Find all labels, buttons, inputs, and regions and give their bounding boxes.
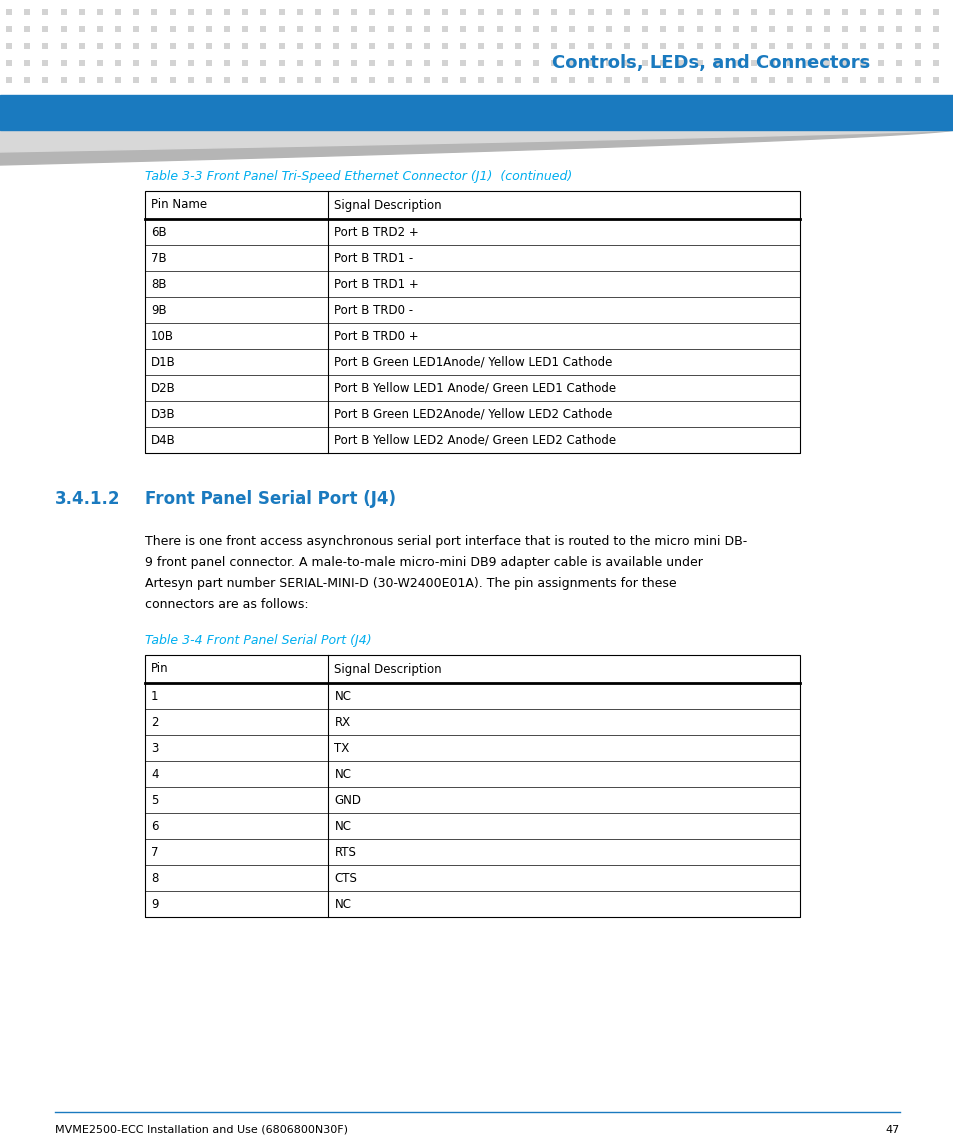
Text: D4B: D4B [151,434,175,447]
Text: Port B TRD1 +: Port B TRD1 + [335,277,418,291]
Text: 6: 6 [151,820,158,832]
Text: Port B Green LED2Anode/ Yellow LED2 Cathode: Port B Green LED2Anode/ Yellow LED2 Cath… [335,408,612,420]
Text: Table 3-3 Front Panel Tri-Speed Ethernet Connector (J1)  (continued): Table 3-3 Front Panel Tri-Speed Ethernet… [145,169,572,183]
Text: D2B: D2B [151,381,175,395]
Text: RX: RX [335,716,350,728]
Text: Artesyn part number SERIAL-MINI-D (30-W2400E01A). The pin assignments for these: Artesyn part number SERIAL-MINI-D (30-W2… [145,577,676,590]
Text: CTS: CTS [335,871,357,884]
Text: 10B: 10B [151,330,173,342]
Text: 2: 2 [151,716,158,728]
Text: Port B Green LED1Anode/ Yellow LED1 Cathode: Port B Green LED1Anode/ Yellow LED1 Cath… [335,355,612,369]
Text: 47: 47 [884,1126,899,1135]
Text: D3B: D3B [151,408,175,420]
Text: connectors are as follows:: connectors are as follows: [145,598,309,611]
Bar [145,191,800,453]
Text: NC: NC [335,820,351,832]
Text: Port B TRD2 +: Port B TRD2 + [335,226,418,238]
Text: Port B Yellow LED1 Anode/ Green LED1 Cathode: Port B Yellow LED1 Anode/ Green LED1 Cat… [335,381,616,395]
Text: Signal Description: Signal Description [335,198,441,212]
Text: MVME2500-ECC Installation and Use (6806800N30F): MVME2500-ECC Installation and Use (68068… [55,1126,348,1135]
Text: Front Panel Serial Port (J4): Front Panel Serial Port (J4) [145,490,395,508]
Text: NC: NC [335,898,351,910]
Text: 4: 4 [151,767,158,781]
Text: 5: 5 [151,793,158,806]
Text: NC: NC [335,767,351,781]
Text: 3.4.1.2: 3.4.1.2 [55,490,120,508]
Text: 9 front panel connector. A male-to-male micro-mini DB9 adapter cable is availabl: 9 front panel connector. A male-to-male … [145,556,702,569]
Text: Signal Description: Signal Description [335,663,441,676]
Text: D1B: D1B [151,355,175,369]
Text: 9B: 9B [151,303,167,316]
Text: Table 3-4 Front Panel Serial Port (J4): Table 3-4 Front Panel Serial Port (J4) [145,634,372,647]
Text: Pin Name: Pin Name [151,198,207,212]
Text: Pin: Pin [151,663,169,676]
Polygon shape [0,131,953,165]
Text: GND: GND [335,793,361,806]
Bar [145,655,800,917]
Text: Port B TRD0 -: Port B TRD0 - [335,303,413,316]
Text: 8: 8 [151,871,158,884]
Text: NC: NC [335,689,351,703]
Bar [0,95,953,131]
Text: 7B: 7B [151,252,167,264]
Text: Controls, LEDs, and Connectors: Controls, LEDs, and Connectors [551,54,869,72]
Text: 7: 7 [151,845,158,859]
Text: 3: 3 [151,742,158,755]
Polygon shape [0,131,953,152]
Text: Port B TRD1 -: Port B TRD1 - [335,252,414,264]
Text: RTS: RTS [335,845,355,859]
Text: 8B: 8B [151,277,167,291]
Text: 9: 9 [151,898,158,910]
Text: There is one front access asynchronous serial port interface that is routed to t: There is one front access asynchronous s… [145,535,746,548]
Text: Port B Yellow LED2 Anode/ Green LED2 Cathode: Port B Yellow LED2 Anode/ Green LED2 Cat… [335,434,616,447]
Text: Port B TRD0 +: Port B TRD0 + [335,330,418,342]
Text: TX: TX [335,742,350,755]
Text: 1: 1 [151,689,158,703]
Text: 6B: 6B [151,226,167,238]
